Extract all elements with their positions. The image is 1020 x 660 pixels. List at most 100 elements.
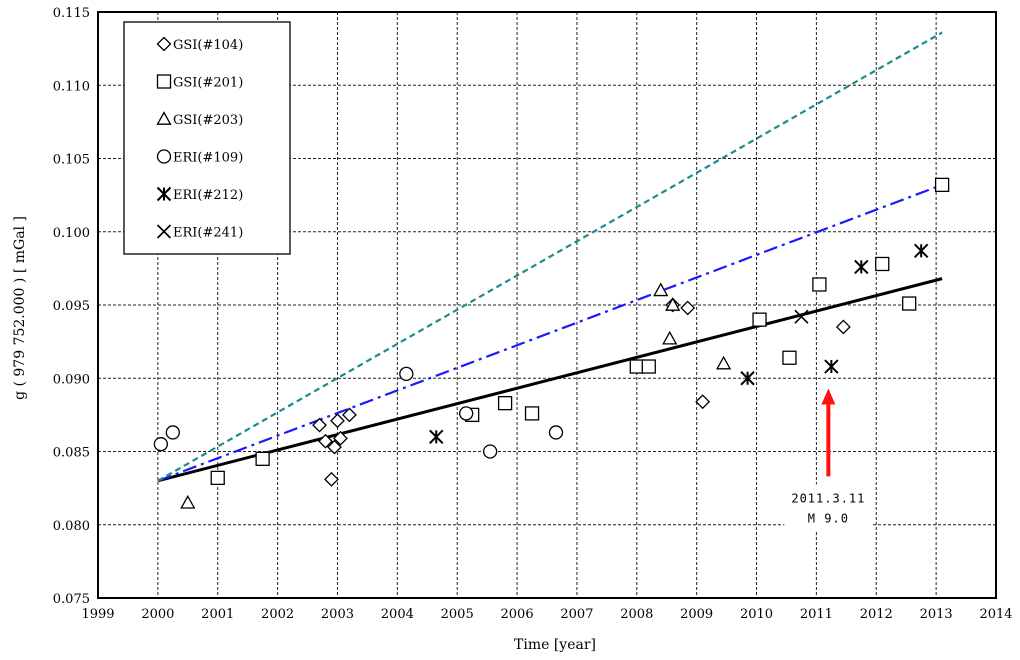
data-point-square	[629, 359, 644, 374]
data-point-diamond	[695, 394, 711, 410]
triangle-marker	[180, 494, 196, 509]
data-point-circle	[482, 444, 498, 459]
diamond-marker	[312, 417, 327, 433]
diamond-marker	[324, 471, 339, 487]
data-point-diamond	[318, 433, 333, 449]
data-point-square	[497, 396, 513, 411]
circle-marker	[482, 444, 498, 459]
x-tick-label: 2003	[321, 607, 354, 622]
diamond-marker	[695, 394, 711, 410]
data-point-circle	[548, 425, 564, 440]
data-point-circle	[153, 437, 169, 452]
axes: 1999 2000 2001 2002 2003 2004 2005 2006 2007 2008…	[53, 6, 1013, 622]
legend-marker	[156, 111, 172, 125]
annotation-date: 2011.3.11	[791, 491, 865, 505]
y-tick-label: 0.090	[53, 372, 90, 387]
square-marker	[875, 256, 890, 272]
x-stroke	[156, 224, 172, 239]
data-point-square	[210, 470, 225, 486]
annotation-magnitude: M 9.0	[808, 511, 849, 525]
diamond-marker	[680, 300, 696, 316]
data-point-diamond	[330, 413, 345, 429]
plot-frame	[97, 11, 997, 599]
data-point-square	[524, 406, 540, 421]
x-tick-label: 2002	[261, 607, 294, 622]
x-tick-label: 2001	[201, 607, 234, 622]
triangle-marker	[665, 297, 681, 311]
data-point-triangle	[665, 297, 681, 311]
square-marker	[782, 350, 797, 365]
data-point-square	[812, 277, 827, 292]
diamond-marker	[318, 433, 333, 449]
triangle-marker	[662, 330, 678, 345]
y-tick-label: 0.085	[53, 446, 90, 461]
data-point-diamond	[680, 300, 696, 316]
circle-marker	[165, 425, 180, 440]
data-point-x	[794, 309, 809, 324]
data-point-circle	[459, 406, 474, 421]
legend-marker	[156, 36, 172, 52]
trend-line-solid	[157, 277, 943, 483]
x-tick-label: 2009	[680, 607, 713, 622]
diamond-marker	[342, 407, 357, 423]
x-tick-label: 2000	[141, 607, 174, 622]
y-tick-label: 0.110	[53, 79, 90, 94]
data-point-diamond	[327, 439, 342, 455]
x-tick-label: 2004	[381, 607, 414, 622]
legend-label: ERI(#109)	[173, 151, 243, 166]
diamond-marker	[156, 36, 172, 52]
data-point-diamond	[312, 417, 327, 433]
data-point-square	[902, 296, 917, 311]
annotation-box	[784, 484, 873, 531]
square-marker	[752, 312, 767, 327]
annotation-layer: 2011.3.11 M 9.0	[784, 388, 873, 531]
data-point-diamond	[324, 471, 339, 487]
legend-box	[123, 21, 291, 255]
legend-marker	[156, 149, 172, 164]
x-tick-label: 2013	[920, 607, 953, 622]
y-tick-label: 0.105	[53, 153, 90, 168]
x-tick-label: 1999	[81, 607, 114, 622]
y-tick-label: 0.080	[53, 519, 90, 534]
data-point-asterisk	[913, 243, 929, 259]
square-marker	[156, 74, 172, 89]
legend-label: GSI(#203)	[173, 113, 243, 128]
data-point-triangle	[662, 330, 678, 345]
trend-lines	[157, 31, 943, 483]
trend-line-dashed	[157, 31, 943, 482]
data-point-square	[782, 350, 797, 365]
data-points	[153, 177, 950, 509]
y-tick-label: 0.075	[53, 592, 90, 607]
x-tick-label: 2005	[441, 607, 474, 622]
x-tick-label: 2006	[501, 607, 534, 622]
diamond-marker	[835, 319, 851, 335]
legend-marker	[156, 186, 172, 202]
y-tick-label: 0.095	[53, 299, 90, 314]
legend-label: GSI(#104)	[173, 38, 243, 53]
x-tick-label: 2007	[560, 607, 593, 622]
data-point-square	[875, 256, 890, 272]
legend-label: ERI(#241)	[173, 226, 243, 241]
square-marker	[524, 406, 540, 421]
data-point-square	[752, 312, 767, 327]
data-point-diamond	[835, 319, 851, 335]
triangle-marker	[156, 111, 172, 125]
data-point-square	[641, 359, 656, 374]
data-point-asterisk	[824, 359, 839, 374]
x-tick-label: 2014	[979, 607, 1012, 622]
diamond-marker	[333, 430, 348, 446]
data-point-triangle	[653, 282, 669, 297]
square-marker	[934, 177, 950, 193]
data-point-square	[934, 177, 950, 193]
diamond-marker	[330, 413, 345, 429]
triangle-marker	[653, 282, 669, 297]
data-point-diamond	[333, 430, 348, 446]
legend-marker	[156, 224, 172, 239]
y-axis-title: g ( 979 752.000 ) [ mGal ]	[12, 216, 28, 400]
data-point-circle	[165, 425, 180, 440]
legend: GSI(#104) GSI(#201) GSI(#203) ERI(#109) ERI(…	[123, 21, 291, 255]
data-point-asterisk	[429, 429, 444, 445]
x-tick-label: 2012	[860, 607, 893, 622]
circle-marker	[548, 425, 564, 440]
